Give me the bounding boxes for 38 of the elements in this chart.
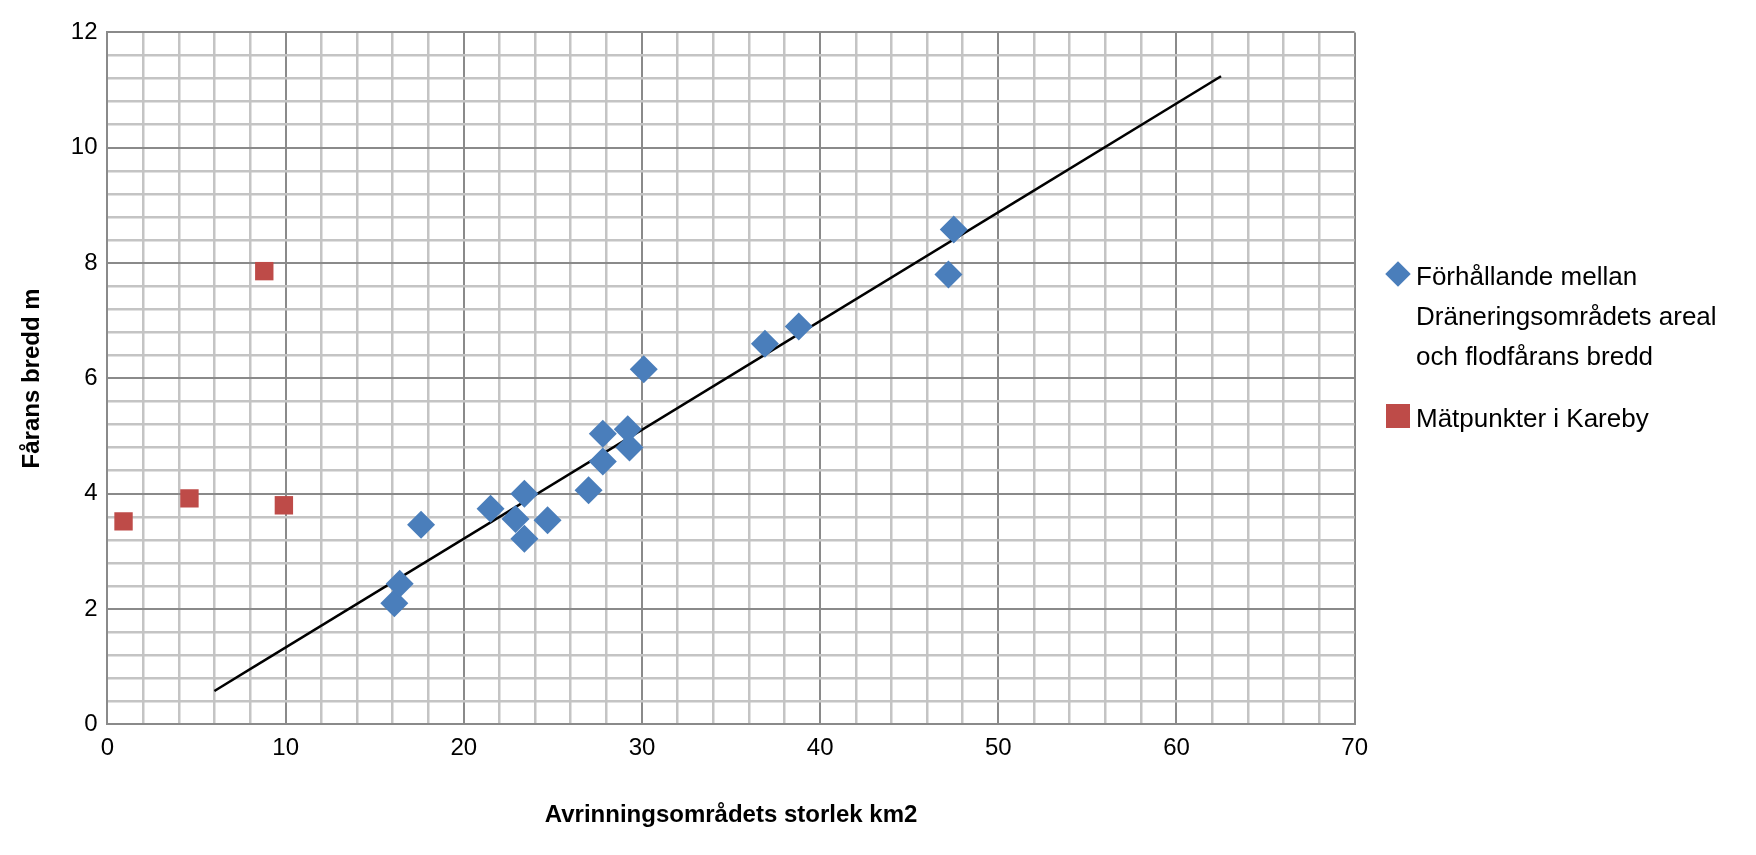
x-tick-label: 70 (1341, 733, 1368, 761)
x-tick-label: 30 (628, 733, 656, 761)
x-tick-label: 10 (272, 733, 300, 761)
x-tick-label: 50 (984, 733, 1012, 761)
point (934, 260, 963, 289)
y-tick-label: 2 (84, 593, 98, 621)
point (629, 355, 658, 384)
legend-label: Mätpunkter i Kareby (1416, 402, 1649, 435)
point (574, 476, 603, 505)
y-tick-label: 12 (70, 17, 98, 45)
legend-label: Förhållande mellan Dräneringsområdets areal och flodfårans bredd (1416, 260, 1718, 373)
point (588, 447, 617, 476)
y-tick-label: 8 (84, 247, 98, 275)
point (533, 506, 562, 535)
point (588, 419, 617, 448)
point (385, 569, 414, 598)
point (380, 589, 409, 618)
point (750, 329, 779, 358)
x-tick-label: 20 (450, 733, 478, 761)
point (939, 215, 968, 244)
y-tick-label: 6 (84, 363, 98, 391)
point (784, 312, 813, 341)
y-tick-label: 10 (70, 132, 98, 160)
point (476, 494, 505, 523)
point (501, 505, 530, 534)
point (255, 261, 274, 281)
y-tick-label: 0 (84, 709, 98, 737)
point (114, 512, 133, 531)
x-tick-label: 40 (806, 733, 834, 761)
point (510, 479, 539, 508)
point (510, 524, 539, 553)
point (407, 510, 436, 539)
y-axis-title: Fårans bredd m (17, 288, 45, 469)
x-axis-title: Avrinningsområdets storlek km2 (544, 800, 918, 828)
point (180, 489, 199, 508)
y-tick-label: 4 (84, 478, 98, 506)
point (274, 496, 294, 515)
x-tick-label: 60 (1163, 733, 1190, 761)
